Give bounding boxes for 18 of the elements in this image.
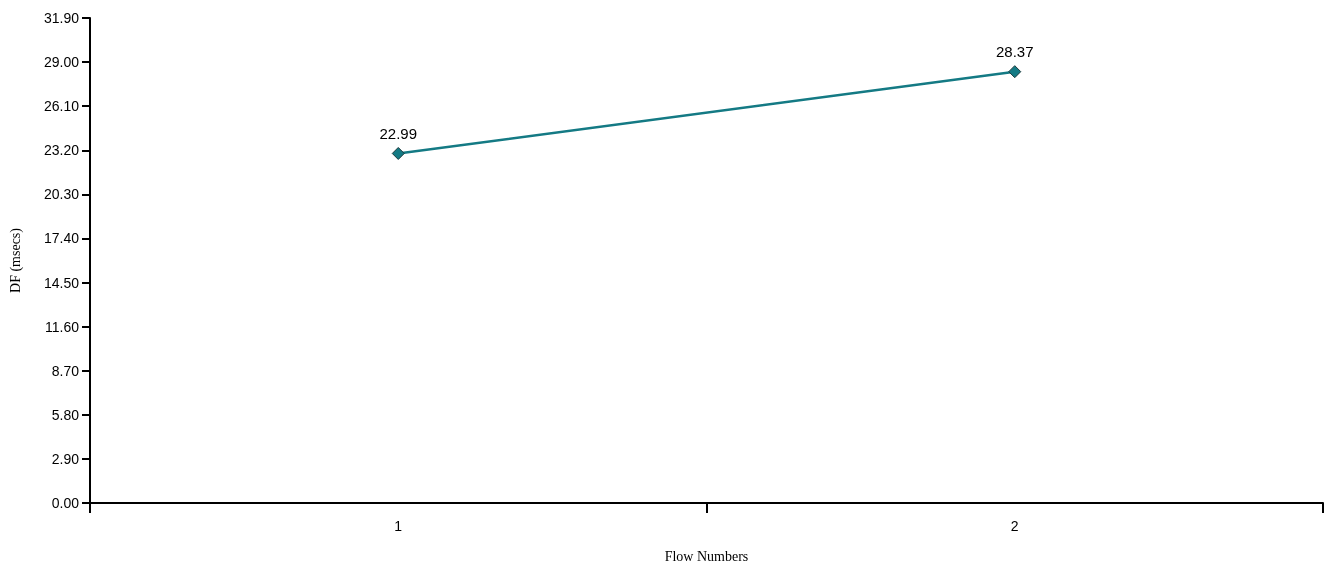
y-tick-label: 11.60 <box>45 318 80 335</box>
y-tick-label: 23.20 <box>43 142 80 159</box>
y-tick-label: 0.00 <box>51 495 80 511</box>
y-tick-label: 17.40 <box>43 230 80 247</box>
y-tick-label: 14.50 <box>43 274 80 291</box>
y-tick-label: 5.80 <box>51 406 80 423</box>
y-tick-label: 20.30 <box>43 186 80 203</box>
x-axis-title: Flow Numbers <box>664 548 749 564</box>
x-tick-label: 2 <box>1010 518 1019 534</box>
y-tick-label: 31.90 <box>43 10 80 26</box>
y-tick-label: 29.00 <box>43 54 80 71</box>
x-tick-label: 1 <box>394 518 403 534</box>
data-label: 22.99 <box>379 124 418 142</box>
y-tick-label: 2.90 <box>51 450 80 467</box>
y-tick-label: 8.70 <box>51 362 80 379</box>
y-tick-label: 26.10 <box>43 98 80 115</box>
data-label: 28.37 <box>995 43 1034 61</box>
y-axis-title: DF (msecs) <box>7 227 24 293</box>
